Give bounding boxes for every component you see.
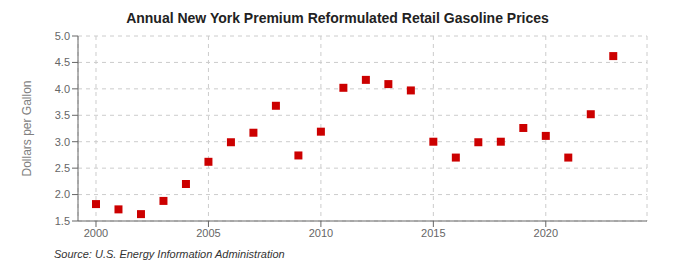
- svg-text:3.5: 3.5: [55, 109, 70, 121]
- svg-text:4.0: 4.0: [55, 83, 70, 95]
- svg-text:2015: 2015: [421, 227, 445, 239]
- svg-text:2005: 2005: [196, 227, 220, 239]
- html-text:Annual New York Premium Reform: Annual New York Premium Reformulated Ret…: [126, 10, 549, 26]
- svg-text:2020: 2020: [534, 227, 558, 239]
- svg-text:1.5: 1.5: [55, 215, 70, 227]
- svg-text:5.0: 5.0: [55, 30, 70, 42]
- svg-text:3.0: 3.0: [55, 136, 70, 148]
- html-text:Source: U.S. Energy Informatio: Source: U.S. Energy Information Administ…: [54, 248, 285, 260]
- svg-text:2.0: 2.0: [55, 188, 70, 200]
- svg-text:4.5: 4.5: [55, 56, 70, 68]
- svg-text:2.5: 2.5: [55, 162, 70, 174]
- svg-text:2000: 2000: [84, 227, 108, 239]
- svg-text:2010: 2010: [309, 227, 333, 239]
- svg-text:Dollars per Gallon: Dollars per Gallon: [20, 80, 34, 176]
